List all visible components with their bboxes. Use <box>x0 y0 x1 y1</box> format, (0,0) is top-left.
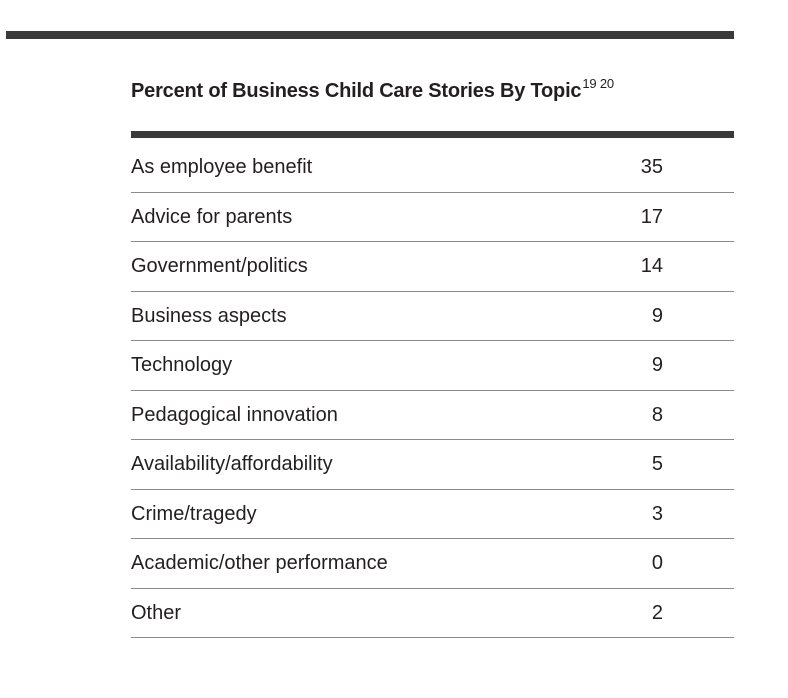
row-value: 3 <box>651 502 663 525</box>
header-rule <box>131 131 734 138</box>
row-value: 8 <box>651 403 663 426</box>
row-value: 2 <box>651 601 663 624</box>
row-label: Pedagogical innovation <box>131 403 338 426</box>
row-label: Technology <box>131 354 233 376</box>
row-value: 0 <box>651 552 663 574</box>
title-footnotes: 19 20 <box>582 76 614 91</box>
row-label: Business aspects <box>131 304 287 327</box>
row-label: Crime/tragedy <box>131 502 257 525</box>
table-row: Advice for parents 17 <box>131 193 734 242</box>
data-table: As employee benefit 35 Advice for parent… <box>131 143 734 638</box>
table-row: Technology 9 <box>131 341 734 391</box>
table-row: Availability/affordability 5 <box>131 440 734 490</box>
table-row: Government/politics 14 <box>131 242 734 292</box>
row-label: Availability/affordability <box>131 453 333 475</box>
table-title: Percent of Business Child Care Stories B… <box>131 76 614 103</box>
table-row: Other 2 <box>131 589 734 638</box>
row-label: Academic/other performance <box>131 552 388 574</box>
row-value: 14 <box>640 255 663 277</box>
row-label: Government/politics <box>131 255 308 277</box>
row-label: Advice for parents <box>131 205 293 228</box>
table-row: Academic/other performance 0 <box>131 539 734 589</box>
row-label: As employee benefit <box>131 156 313 178</box>
table-row: Business aspects 9 <box>131 292 734 341</box>
row-value: 17 <box>640 205 663 228</box>
top-rule <box>6 31 734 39</box>
row-value: 5 <box>651 453 663 475</box>
row-value: 9 <box>651 304 663 327</box>
row-label: Other <box>131 601 182 624</box>
table-row: Crime/tragedy 3 <box>131 490 734 539</box>
table-title-text: Percent of Business Child Care Stories B… <box>131 80 582 102</box>
row-value: 9 <box>651 354 663 376</box>
row-value: 35 <box>640 156 663 178</box>
table-row: As employee benefit 35 <box>131 143 734 193</box>
table-row: Pedagogical innovation 8 <box>131 391 734 440</box>
